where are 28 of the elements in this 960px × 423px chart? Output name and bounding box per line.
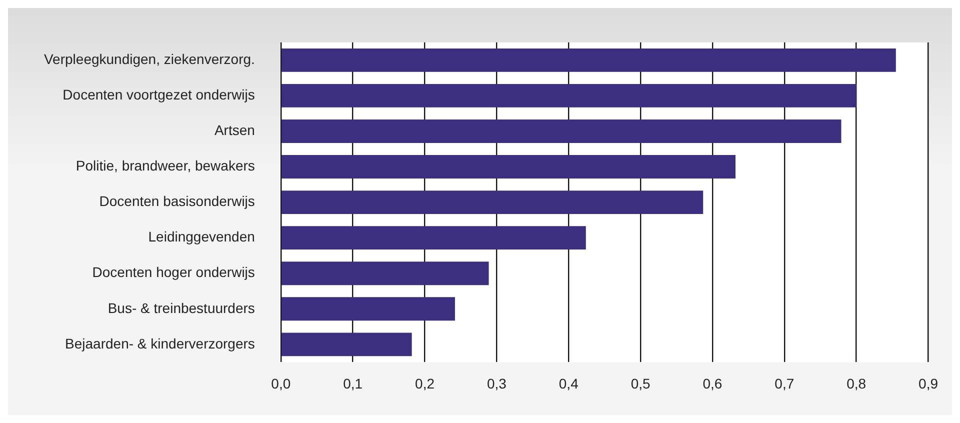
- y-tick-label: Docenten basisonderwijs: [99, 193, 255, 210]
- x-tick-label: 0,4: [558, 375, 579, 392]
- x-tick-label: 0,7: [774, 375, 794, 392]
- x-tick-label: 0,2: [415, 375, 435, 392]
- bar: [282, 262, 489, 286]
- y-tick-label: Docenten voortgezet onderwijs: [62, 86, 255, 103]
- x-tick-label: 0,5: [630, 375, 650, 392]
- bar: [282, 226, 586, 250]
- x-tick-label: 0,8: [846, 375, 866, 392]
- bar: [282, 84, 856, 108]
- x-tick-label: 0,6: [702, 375, 722, 392]
- x-tick-label: 0,9: [918, 375, 938, 392]
- bar: [282, 155, 736, 178]
- y-tick-label: Leidinggevenden: [148, 228, 255, 245]
- y-tick-label: Verpleegkundigen, ziekenverzorg.: [44, 51, 255, 68]
- x-tick-label: 0,1: [343, 375, 363, 392]
- x-tick-label: 0,3: [486, 375, 507, 392]
- bar: [282, 48, 896, 72]
- x-tick-label: 0,0: [271, 375, 291, 392]
- bar: [282, 297, 455, 321]
- bar: [282, 190, 704, 214]
- y-tick-label: Docenten hoger onderwijs: [92, 264, 255, 280]
- bar: [282, 332, 412, 356]
- y-tick-label: Bus- & treinbestuurders: [108, 300, 255, 316]
- y-tick-label: Artsen: [214, 122, 255, 138]
- y-tick-label: Politie, brandweer, bewakers: [76, 158, 255, 174]
- y-tick-label: Bejaarden- & kinderverzorgers: [65, 335, 255, 352]
- bar: [282, 120, 842, 143]
